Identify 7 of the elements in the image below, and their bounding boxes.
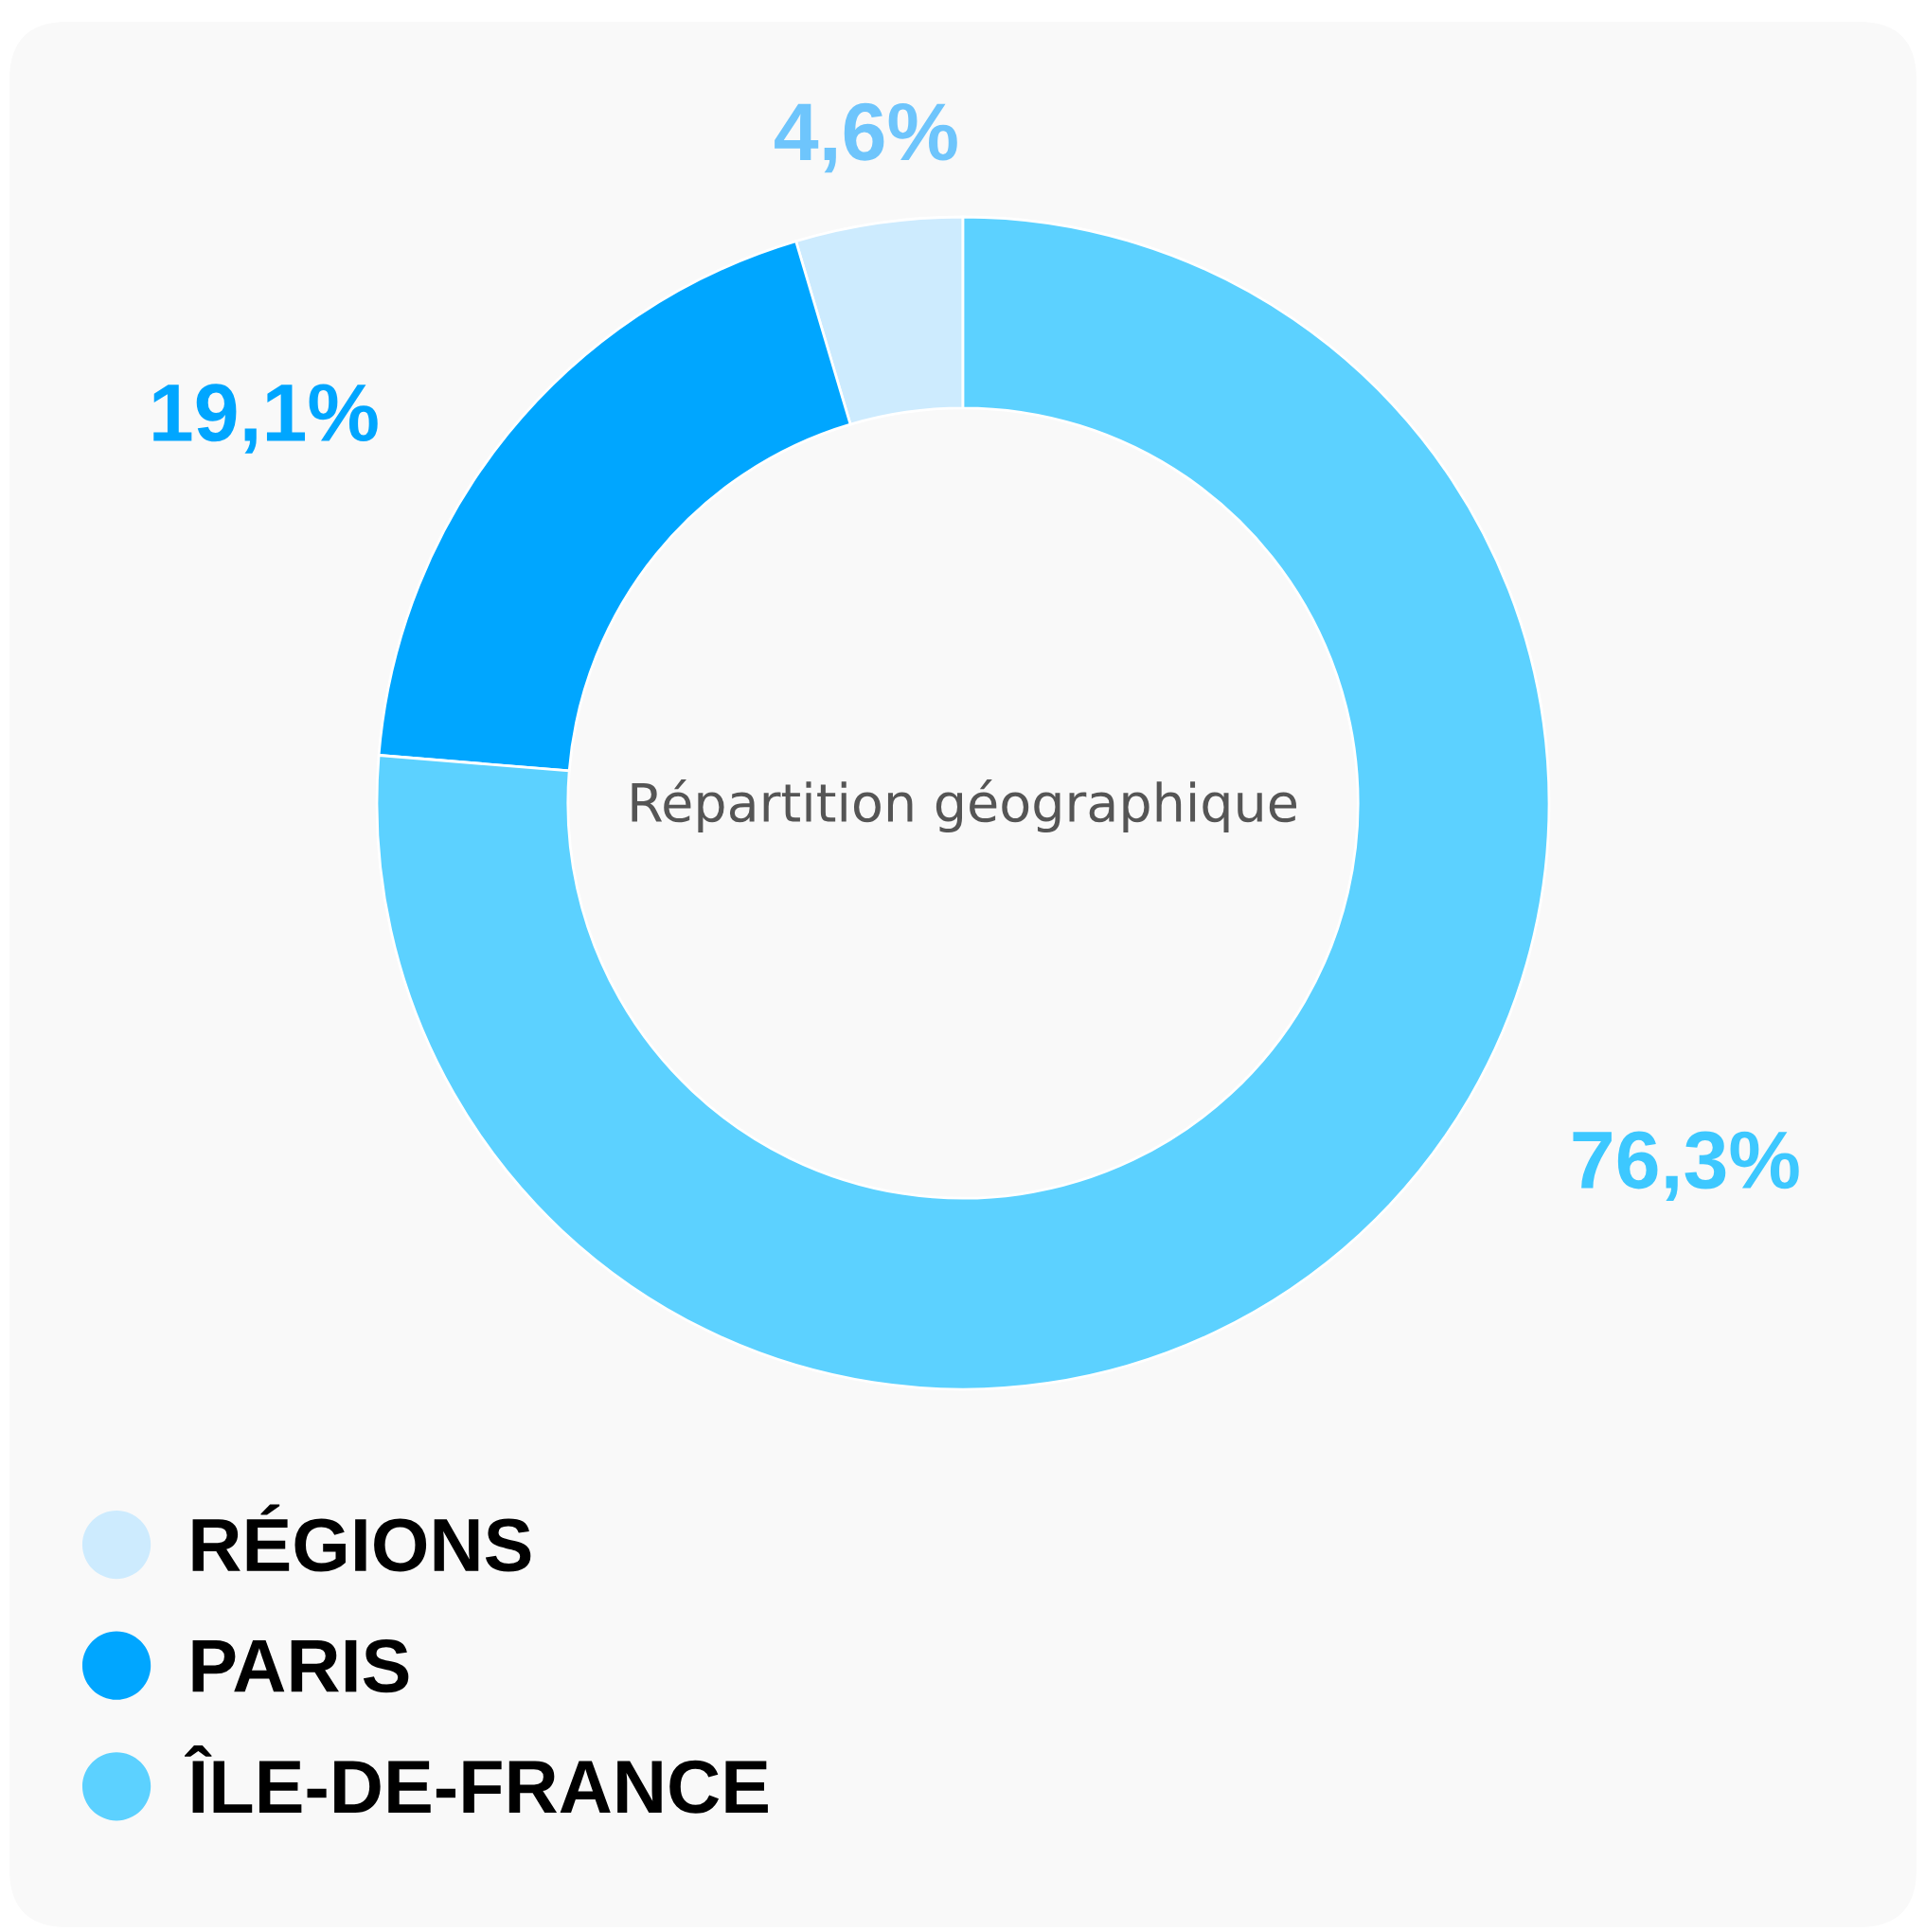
data-label: 4,6% — [775, 102, 957, 173]
text: Répartition géographique — [632, 779, 1296, 833]
legend-label: RÉGIONS — [192, 1504, 531, 1572]
legend-label: ÎLE-DE-FRANCE — [184, 1745, 768, 1814]
data-label: 76,3% — [1573, 1131, 1799, 1201]
legend-label: PARIS — [192, 1639, 409, 1693]
data-label: 19,1% — [153, 384, 378, 454]
